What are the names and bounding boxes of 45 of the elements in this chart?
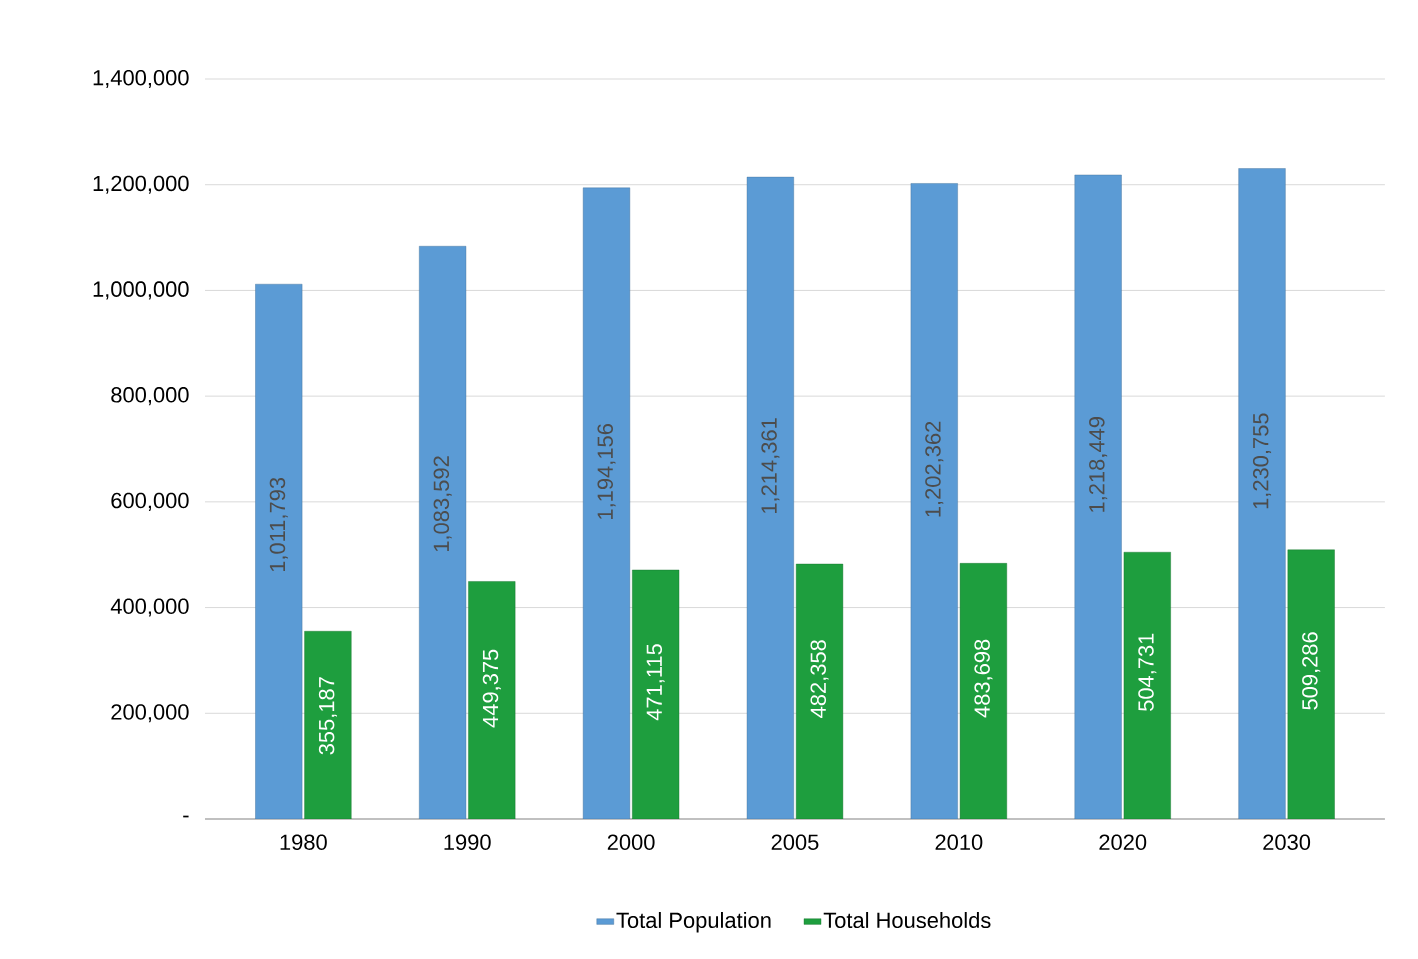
y-tick-label: 800,000 <box>111 387 189 406</box>
y-tick-label: 400,000 <box>110 598 189 617</box>
x-tick-label: 1980 <box>280 834 327 850</box>
legend-label: Total Households <box>823 911 991 929</box>
bar <box>1123 552 1171 819</box>
data-label: 1,214,361 <box>761 418 780 514</box>
data-label: 1,202,362 <box>925 421 944 517</box>
bar <box>1074 174 1122 819</box>
data-label: 1,011,793 <box>269 477 288 572</box>
data-label: 471,115 <box>646 644 665 721</box>
x-tick-label: 1990 <box>444 834 491 850</box>
y-tick-label: 1,400,000 <box>93 69 189 89</box>
bar <box>304 631 352 819</box>
data-label: 1,230,755 <box>1252 413 1272 509</box>
bar <box>746 176 794 819</box>
y-tick-label: 1,200,000 <box>93 175 189 194</box>
data-label: 504,731 <box>1138 633 1157 712</box>
data-label: 482,358 <box>810 640 829 718</box>
data-label: 449,375 <box>482 649 501 728</box>
bar <box>910 183 958 819</box>
bar <box>959 563 1007 819</box>
y-tick-label: 600,000 <box>111 492 189 511</box>
y-tick-label: - <box>183 815 189 818</box>
x-tick-label: 2030 <box>1263 834 1311 850</box>
bar <box>632 569 680 819</box>
data-label: 1,083,592 <box>433 456 452 552</box>
data-label: 1,194,156 <box>597 424 616 519</box>
legend-label: Total Population <box>616 911 771 933</box>
x-tick-label: 2010 <box>935 834 983 850</box>
bar <box>795 563 844 819</box>
data-label: 355,187 <box>318 677 337 755</box>
bar <box>582 187 631 819</box>
x-tick-label: 2020 <box>1099 834 1147 850</box>
y-tick-label: 200,000 <box>111 704 189 723</box>
data-label: 509,286 <box>1302 632 1321 710</box>
data-label: 1,218,449 <box>1089 417 1108 512</box>
y-tick-label: 1,000,000 <box>93 281 189 300</box>
data-label: 483,698 <box>974 639 993 718</box>
bar <box>1287 549 1335 819</box>
bar <box>1238 168 1286 819</box>
bar <box>468 581 516 819</box>
x-tick-label: 2005 <box>771 834 819 850</box>
x-tick-label: 2000 <box>607 834 655 850</box>
bar <box>419 246 467 819</box>
bar <box>255 283 303 819</box>
